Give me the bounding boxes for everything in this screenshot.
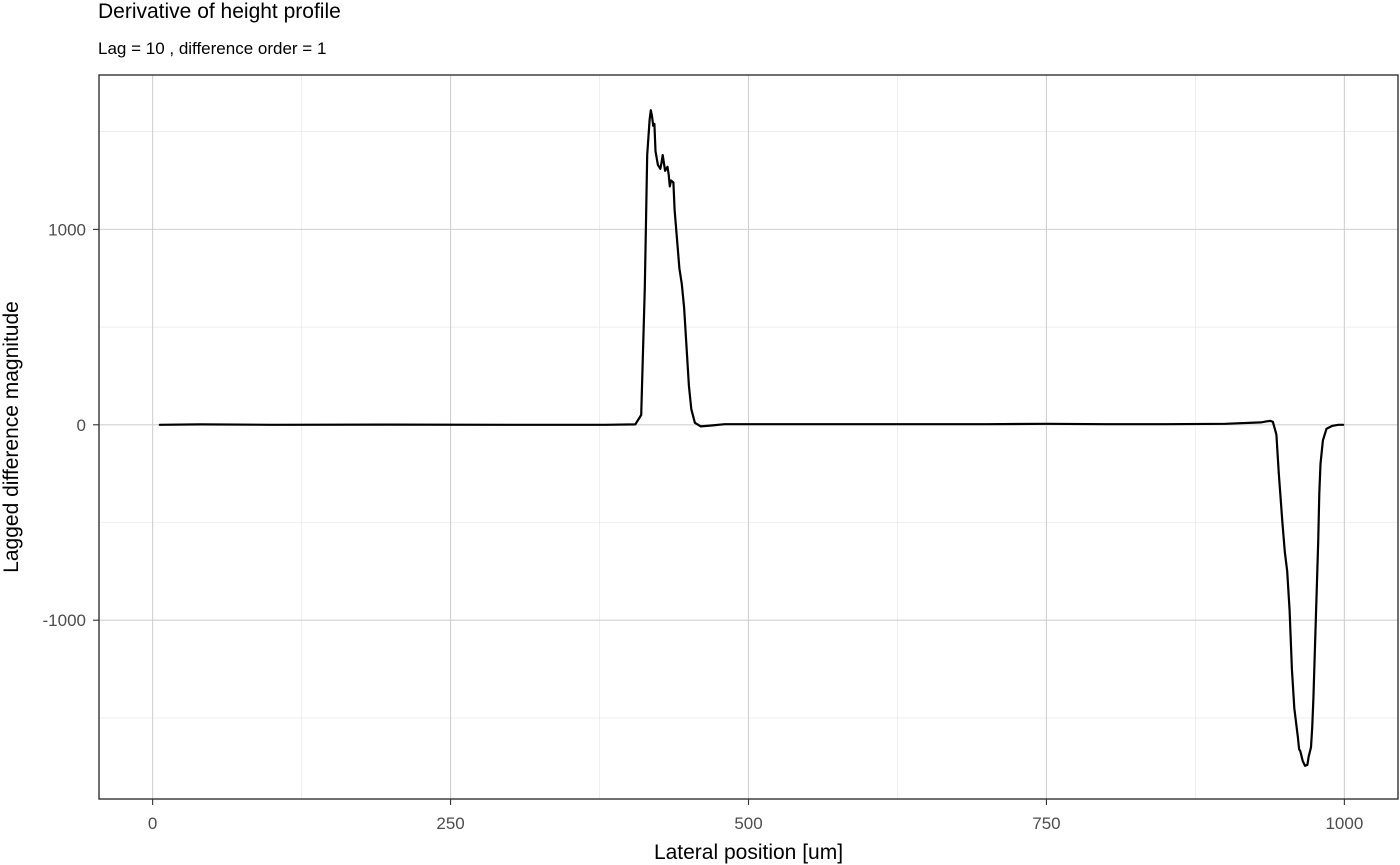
x-axis-title: Lateral position [um] <box>654 841 843 864</box>
y-tick-label: 0 <box>77 416 86 435</box>
y-axis: -1000 0 1000 <box>43 220 99 630</box>
chart-subtitle: Lag = 10 , difference order = 1 <box>98 39 326 58</box>
series-layer <box>158 109 1345 767</box>
x-tick-label: 750 <box>1032 814 1060 833</box>
y-tick-label: 1000 <box>48 220 86 239</box>
x-tick-label: 1000 <box>1325 814 1363 833</box>
y-axis-title: Lagged difference magnitude <box>0 301 23 573</box>
x-tick-label: 0 <box>148 814 157 833</box>
series-line <box>158 109 1345 767</box>
chart-title: Derivative of height profile <box>98 0 341 23</box>
x-tick-label: 500 <box>734 814 762 833</box>
x-tick-label: 250 <box>436 814 464 833</box>
y-tick-label: -1000 <box>43 611 86 630</box>
x-axis: 0 250 500 750 1000 <box>148 799 1363 833</box>
